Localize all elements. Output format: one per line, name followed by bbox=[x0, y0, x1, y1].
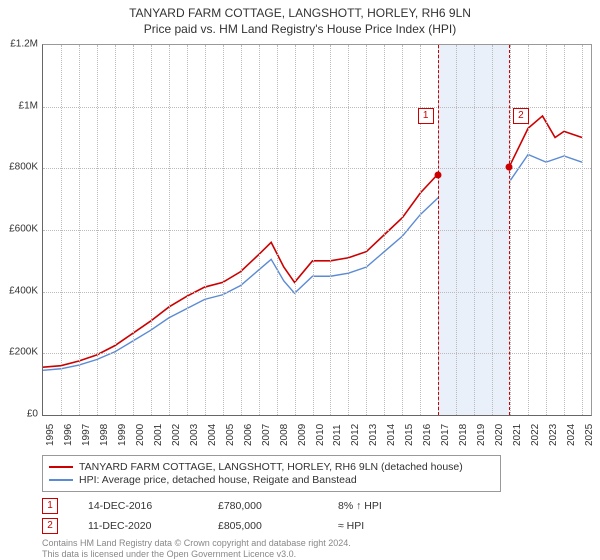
x-tick-label: 2010 bbox=[315, 424, 326, 446]
x-tick-label: 2001 bbox=[153, 424, 164, 446]
x-gridline bbox=[582, 45, 583, 415]
event-marker-box: 2 bbox=[513, 108, 529, 124]
x-gridline bbox=[420, 45, 421, 415]
x-gridline bbox=[456, 45, 457, 415]
y-tick-label: £1.2M bbox=[10, 39, 38, 50]
x-tick-label: 2023 bbox=[548, 424, 559, 446]
legend-label: TANYARD FARM COTTAGE, LANGSHOTT, HORLEY,… bbox=[79, 461, 463, 473]
x-tick-label: 2018 bbox=[458, 424, 469, 446]
y-tick-label: £1M bbox=[19, 100, 38, 111]
transaction-note: 8% ↑ HPI bbox=[338, 500, 382, 512]
x-gridline bbox=[402, 45, 403, 415]
x-tick-label: 1999 bbox=[117, 424, 128, 446]
x-gridline bbox=[384, 45, 385, 415]
x-tick-label: 2002 bbox=[171, 424, 182, 446]
legend-row: TANYARD FARM COTTAGE, LANGSHOTT, HORLEY,… bbox=[49, 461, 494, 473]
x-tick-label: 1996 bbox=[63, 424, 74, 446]
x-tick-label: 2008 bbox=[279, 424, 290, 446]
transaction-price: £780,000 bbox=[218, 500, 308, 512]
x-gridline bbox=[313, 45, 314, 415]
x-tick-label: 2019 bbox=[476, 424, 487, 446]
y-tick-label: £800K bbox=[9, 162, 38, 173]
x-tick-label: 2006 bbox=[243, 424, 254, 446]
transaction-price: £805,000 bbox=[218, 520, 308, 532]
x-gridline bbox=[241, 45, 242, 415]
x-gridline bbox=[223, 45, 224, 415]
x-tick-label: 1998 bbox=[99, 424, 110, 446]
x-gridline bbox=[366, 45, 367, 415]
x-tick-label: 2005 bbox=[225, 424, 236, 446]
y-tick-label: £0 bbox=[27, 409, 38, 420]
x-tick-label: 2003 bbox=[189, 424, 200, 446]
x-gridline bbox=[133, 45, 134, 415]
x-tick-label: 2004 bbox=[207, 424, 218, 446]
x-gridline bbox=[330, 45, 331, 415]
x-gridline bbox=[528, 45, 529, 415]
x-tick-label: 2017 bbox=[440, 424, 451, 446]
x-gridline bbox=[546, 45, 547, 415]
x-gridline bbox=[169, 45, 170, 415]
x-tick-label: 2000 bbox=[135, 424, 146, 446]
x-gridline bbox=[187, 45, 188, 415]
chart-legend: TANYARD FARM COTTAGE, LANGSHOTT, HORLEY,… bbox=[42, 455, 501, 492]
x-gridline bbox=[61, 45, 62, 415]
transaction-point bbox=[434, 171, 441, 178]
x-gridline bbox=[277, 45, 278, 415]
legend-label: HPI: Average price, detached house, Reig… bbox=[79, 474, 357, 486]
y-tick-label: £200K bbox=[9, 347, 38, 358]
transaction-note: ≈ HPI bbox=[338, 520, 364, 532]
y-tick-label: £600K bbox=[9, 224, 38, 235]
x-tick-label: 2025 bbox=[584, 424, 595, 446]
transaction-point bbox=[506, 163, 513, 170]
credits-line-2: This data is licensed under the Open Gov… bbox=[42, 549, 351, 560]
legend-row: HPI: Average price, detached house, Reig… bbox=[49, 474, 494, 486]
event-marker-box: 1 bbox=[418, 108, 434, 124]
x-tick-label: 2016 bbox=[422, 424, 433, 446]
x-gridline bbox=[259, 45, 260, 415]
event-vline bbox=[509, 45, 510, 415]
transaction-row: 1 14-DEC-2016 £780,000 8% ↑ HPI bbox=[42, 498, 382, 514]
x-tick-label: 1997 bbox=[81, 424, 92, 446]
event-vline bbox=[438, 45, 439, 415]
chart-plot-area: 12 bbox=[42, 44, 592, 416]
x-gridline bbox=[348, 45, 349, 415]
x-gridline bbox=[79, 45, 80, 415]
transaction-date: 14-DEC-2016 bbox=[88, 500, 188, 512]
x-tick-label: 2022 bbox=[530, 424, 541, 446]
x-gridline bbox=[151, 45, 152, 415]
transaction-date: 11-DEC-2020 bbox=[88, 520, 188, 532]
x-gridline bbox=[474, 45, 475, 415]
chart-title: TANYARD FARM COTTAGE, LANGSHOTT, HORLEY,… bbox=[0, 6, 600, 20]
x-tick-label: 2024 bbox=[566, 424, 577, 446]
transactions-table: 1 14-DEC-2016 £780,000 8% ↑ HPI 2 11-DEC-2020… bbox=[42, 498, 382, 538]
chart-subtitle: Price paid vs. HM Land Registry's House … bbox=[0, 22, 600, 36]
x-tick-label: 1995 bbox=[45, 424, 56, 446]
x-gridline bbox=[492, 45, 493, 415]
y-tick-label: £400K bbox=[9, 285, 38, 296]
x-tick-label: 2021 bbox=[512, 424, 523, 446]
x-tick-label: 2015 bbox=[404, 424, 415, 446]
legend-swatch bbox=[49, 479, 73, 481]
legend-swatch bbox=[49, 466, 73, 468]
credits: Contains HM Land Registry data © Crown c… bbox=[42, 538, 351, 560]
transaction-row: 2 11-DEC-2020 £805,000 ≈ HPI bbox=[42, 518, 382, 534]
x-gridline bbox=[205, 45, 206, 415]
x-tick-label: 2011 bbox=[332, 424, 343, 446]
x-tick-label: 2009 bbox=[297, 424, 308, 446]
x-gridline bbox=[564, 45, 565, 415]
x-tick-label: 2007 bbox=[261, 424, 272, 446]
x-tick-label: 2013 bbox=[368, 424, 379, 446]
transaction-num-box: 2 bbox=[42, 518, 58, 534]
x-tick-label: 2014 bbox=[386, 424, 397, 446]
x-tick-label: 2012 bbox=[350, 424, 361, 446]
x-gridline bbox=[97, 45, 98, 415]
x-gridline bbox=[115, 45, 116, 415]
transaction-num-box: 1 bbox=[42, 498, 58, 514]
x-gridline bbox=[295, 45, 296, 415]
x-tick-label: 2020 bbox=[494, 424, 505, 446]
x-gridline bbox=[510, 45, 511, 415]
credits-line-1: Contains HM Land Registry data © Crown c… bbox=[42, 538, 351, 549]
